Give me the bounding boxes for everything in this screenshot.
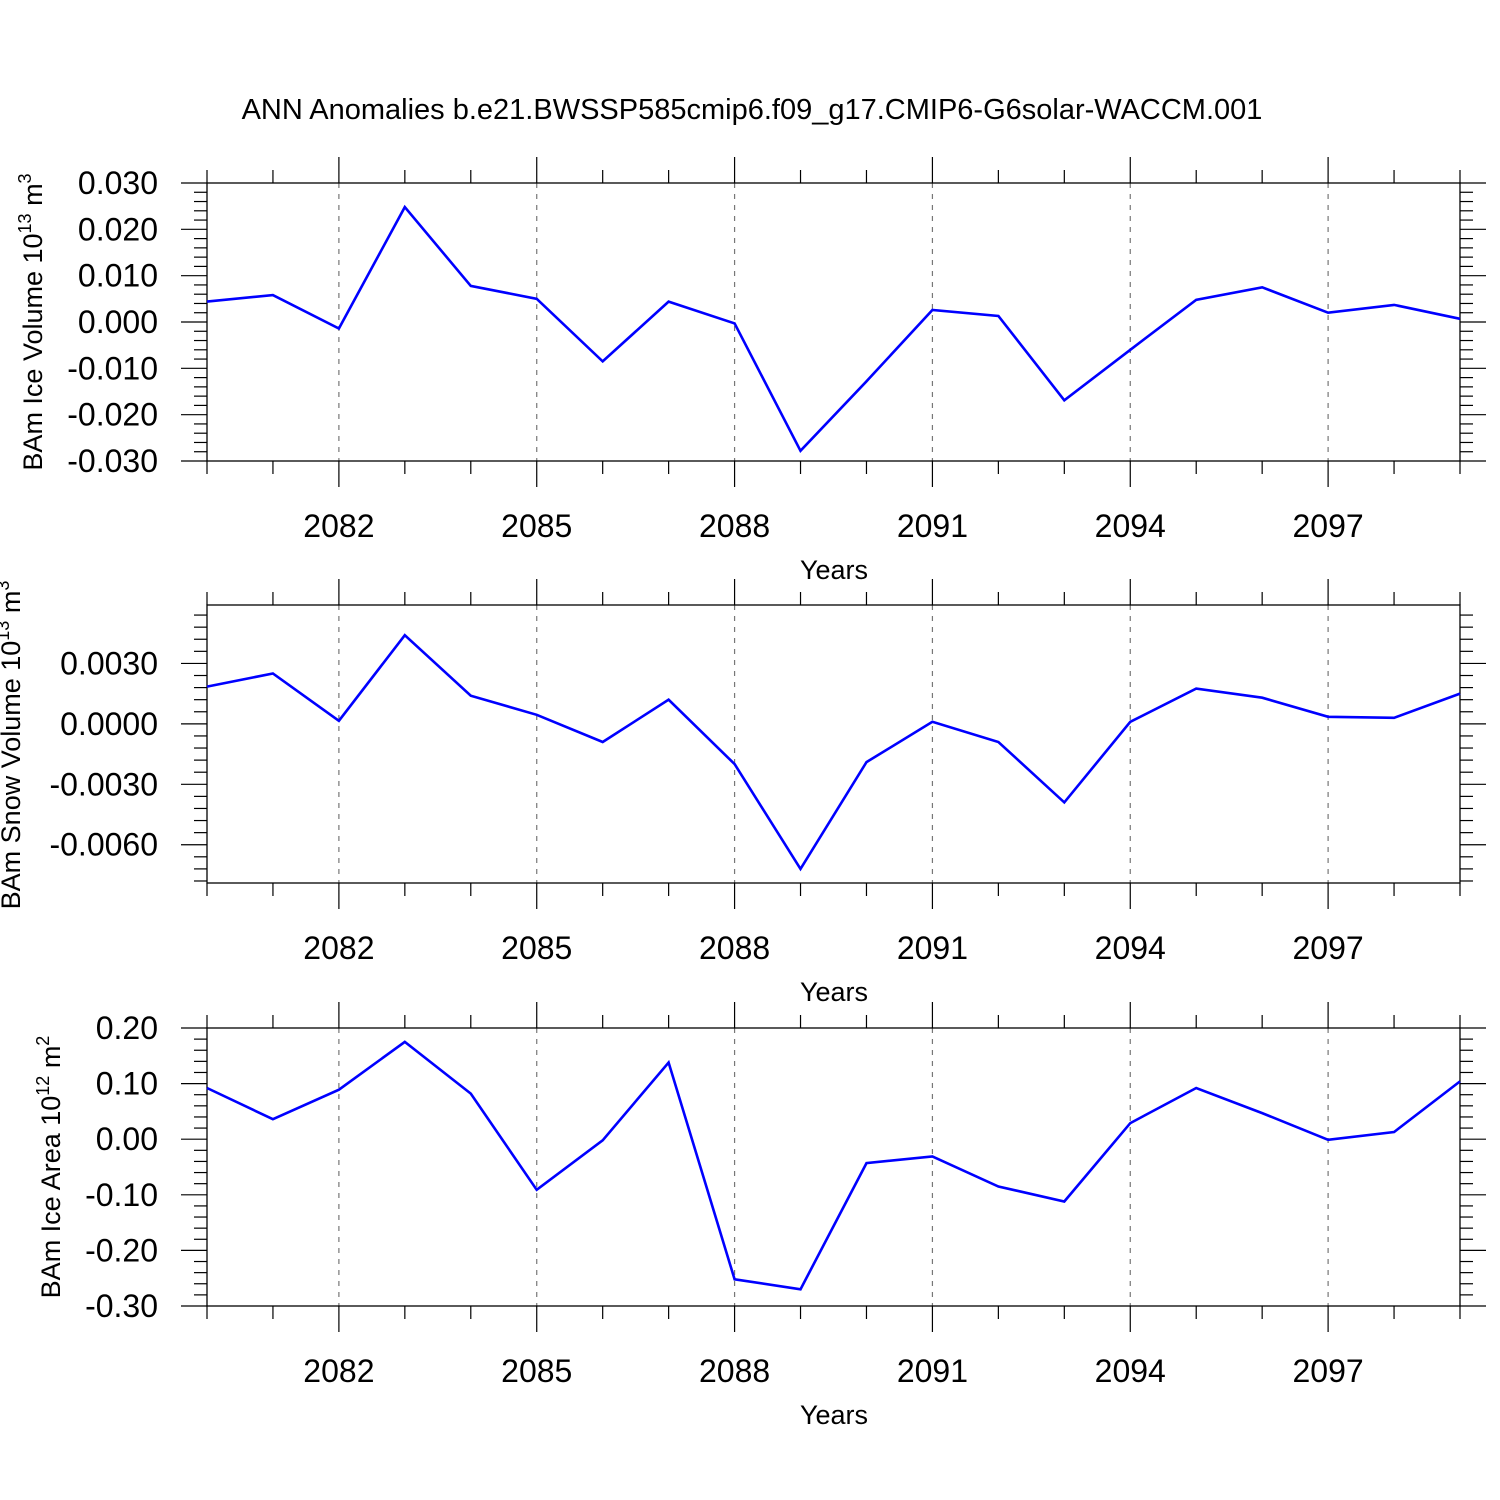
x-tick-label: 2085 [501,930,572,966]
x-tick-label: 2091 [897,930,968,966]
y-tick-label: 0.030 [78,165,158,201]
x-tick-label: 2088 [699,1353,770,1389]
y-tick-label: -0.10 [85,1177,158,1213]
y-tick-label: 0.020 [78,211,158,247]
y-tick-label: -0.030 [67,443,158,479]
y-label-unit-exponent: 2 [33,1036,53,1046]
figure-title: ANN Anomalies b.e21.BWSSP585cmip6.f09_g1… [242,94,1263,126]
y-label-unit-exponent: 3 [0,581,13,591]
y-tick-label: -0.30 [85,1288,158,1324]
series-line [206,633,1461,872]
y-tick-label: 0.0030 [60,645,158,681]
y-tick-label: -0.020 [67,397,158,433]
x-tick-label: 2082 [303,1353,374,1389]
x-tick-label: 2097 [1293,930,1364,966]
panel-2: 2082 2085 2088 2091 2094 2097 Years -0.0060 -0.0… [0,579,1486,1007]
y-tick-label: -0.0030 [49,766,158,802]
x-axis-label: Years [800,555,868,585]
y-label-exponent: 13 [0,621,13,641]
y-tick-label: 0.0000 [60,706,158,742]
y-tick-label: -0.010 [67,350,158,386]
x-tick-label: 2085 [501,1353,572,1389]
x-tick-label: 2082 [303,508,374,544]
y-axis-label: BAm Ice Area 1012 m2 [33,1036,66,1299]
x-tick-label: 2097 [1293,1353,1364,1389]
x-axis-label: Years [800,1400,868,1430]
y-label-exponent: 13 [15,213,35,233]
series-line [206,1040,1461,1291]
x-tick-label: 2091 [897,1353,968,1389]
x-tick-label: 2094 [1095,1353,1166,1389]
panels: 2082 2085 2088 2091 2094 2097 Years -0.030 -0.02… [0,157,1486,1430]
x-tick-label: 2088 [699,508,770,544]
y-label-unit-exponent: 3 [15,173,35,183]
series-line [206,204,1461,454]
y-label-unit: m [36,1046,66,1076]
y-tick-label: 0.00 [96,1121,158,1157]
y-label-main: BAm Snow Volume 10 [0,641,26,910]
x-tick-label: 2094 [1095,508,1166,544]
y-label-exponent: 12 [33,1076,53,1096]
y-tick-label: 0.010 [78,258,158,294]
x-tick-label: 2082 [303,930,374,966]
panel-3: 2082 2085 2088 2091 2094 2097 Years -0.30 -0.20 -… [33,1002,1486,1430]
y-tick-label: 0.10 [96,1066,158,1102]
x-tick-label: 2097 [1293,508,1364,544]
y-tick-label: -0.20 [85,1232,158,1268]
plot-frame [206,604,1461,884]
y-axis-label: BAm Ice Volume 1013 m3 [15,173,48,470]
x-tick-label: 2085 [501,508,572,544]
x-tick-label: 2094 [1095,930,1166,966]
y-label-main: BAm Ice Volume 10 [18,233,48,470]
y-tick-label: -0.0060 [49,827,158,863]
y-tick-label: 0.000 [78,304,158,340]
y-label-main: BAm Ice Area 10 [36,1096,66,1299]
x-tick-label: 2088 [699,930,770,966]
panel-1: 2082 2085 2088 2091 2094 2097 Years -0.030 -0.02… [15,157,1486,585]
plot-frame [206,1027,1461,1307]
y-tick-label: 0.20 [96,1010,158,1046]
y-label-unit: m [0,591,26,621]
y-label-unit: m [18,183,48,213]
x-tick-label: 2091 [897,508,968,544]
y-axis-label: BAm Snow Volume 1013 m3 [0,581,26,910]
x-axis-label: Years [800,977,868,1007]
